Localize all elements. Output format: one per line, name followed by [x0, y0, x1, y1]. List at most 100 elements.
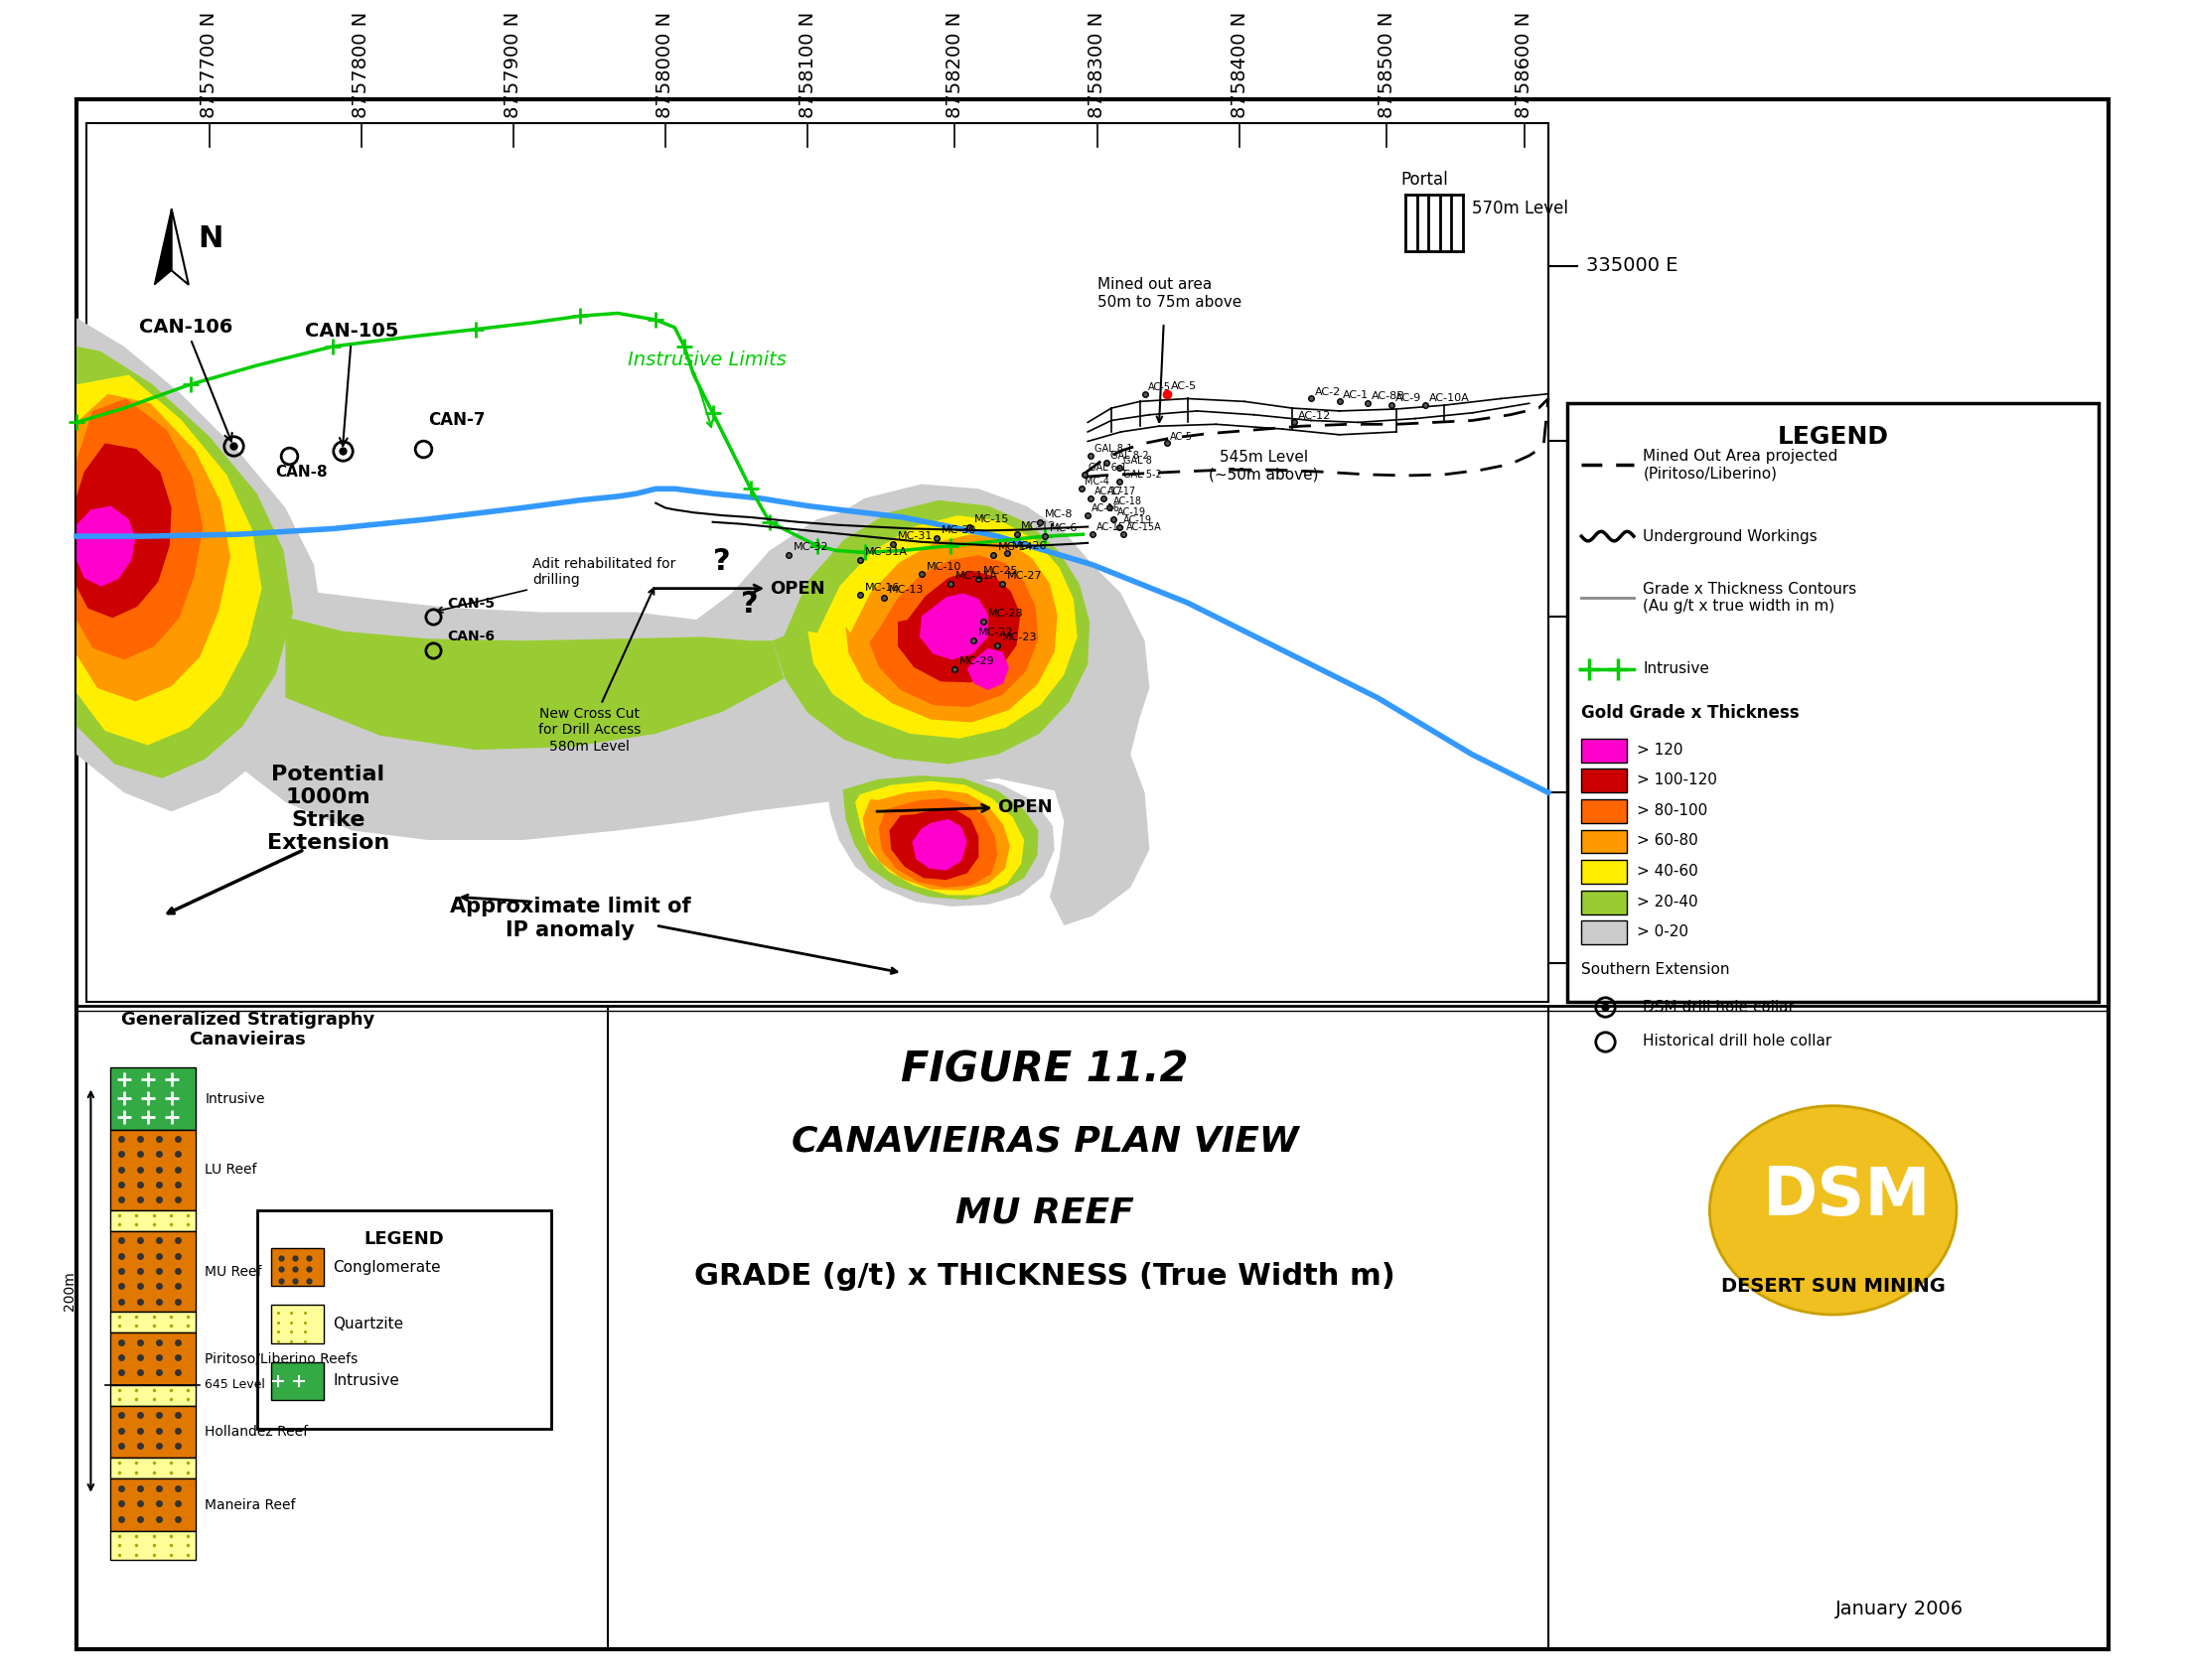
Text: AC-12: AC-12 — [1298, 410, 1331, 420]
Text: CAN-6: CAN-6 — [448, 630, 494, 643]
Text: AC-16: AC-16 — [1092, 504, 1121, 514]
Polygon shape — [76, 444, 170, 618]
Text: N: N — [199, 225, 223, 254]
Text: AC-19: AC-19 — [1123, 516, 1151, 524]
Bar — [1582, 739, 1628, 763]
Polygon shape — [968, 648, 1009, 690]
Text: Portal: Portal — [1401, 171, 1449, 190]
Text: MC-29: MC-29 — [959, 657, 994, 667]
Bar — [109, 1332, 194, 1384]
Text: CAN-5: CAN-5 — [448, 596, 494, 610]
Polygon shape — [238, 588, 752, 793]
Text: MU Reef: MU Reef — [205, 1265, 262, 1278]
Text: MC-6: MC-6 — [1049, 524, 1077, 534]
Text: Maneira Reef: Maneira Reef — [205, 1499, 295, 1512]
Text: AC-18: AC-18 — [1114, 496, 1143, 506]
Text: > 0-20: > 0-20 — [1637, 924, 1689, 939]
Text: 545m Level
(~50m above): 545m Level (~50m above) — [1208, 450, 1318, 482]
Bar — [1582, 830, 1628, 853]
Text: Conglomerate: Conglomerate — [332, 1260, 441, 1275]
Text: 8757900 N: 8757900 N — [505, 12, 522, 119]
Text: GRADE (g/t) x THICKNESS (True Width m): GRADE (g/t) x THICKNESS (True Width m) — [695, 1262, 1396, 1292]
Text: 8758000 N: 8758000 N — [656, 12, 675, 119]
Text: MC-22: MC-22 — [979, 628, 1014, 638]
Text: MC-30: MC-30 — [942, 526, 977, 536]
Polygon shape — [76, 318, 323, 811]
Text: LEGEND: LEGEND — [1776, 425, 1888, 449]
Text: MU REEF: MU REEF — [955, 1196, 1134, 1230]
Bar — [109, 1129, 194, 1210]
Text: AC-5: AC-5 — [1149, 381, 1171, 391]
Text: MC-8: MC-8 — [1044, 509, 1073, 519]
Polygon shape — [898, 571, 1020, 682]
Text: MC-12: MC-12 — [1020, 522, 1058, 531]
Text: AC-9: AC-9 — [1396, 393, 1422, 403]
Text: LU Reef: LU Reef — [205, 1163, 258, 1176]
Text: New Cross Cut
for Drill Access
580m Level: New Cross Cut for Drill Access 580m Leve… — [538, 588, 653, 753]
Text: GAL 8-2: GAL 8-2 — [1110, 450, 1149, 460]
Polygon shape — [76, 506, 135, 586]
Bar — [109, 1384, 194, 1406]
Text: MC-15: MC-15 — [975, 514, 1009, 524]
Text: Instrusive Limits: Instrusive Limits — [627, 351, 787, 370]
Text: 335100 E: 335100 E — [1586, 432, 1678, 450]
Text: Intrusive: Intrusive — [332, 1374, 400, 1389]
Bar — [109, 1406, 194, 1458]
Text: FIGURE 11.2: FIGURE 11.2 — [900, 1048, 1189, 1090]
Bar — [1582, 921, 1628, 944]
Text: > 60-80: > 60-80 — [1637, 833, 1698, 848]
Bar — [258, 1210, 551, 1428]
Text: 8758200 N: 8758200 N — [946, 12, 964, 119]
Ellipse shape — [1709, 1105, 1956, 1315]
Bar — [109, 1210, 194, 1231]
Bar — [1567, 403, 2100, 1001]
Text: MC-4: MC-4 — [1086, 477, 1110, 487]
Text: 645 Level: 645 Level — [205, 1378, 264, 1391]
Text: ?: ? — [741, 590, 758, 618]
Text: Intrusive: Intrusive — [1643, 662, 1709, 677]
Polygon shape — [920, 593, 988, 660]
Text: MC-10: MC-10 — [926, 561, 961, 571]
Text: Approximate limit of
IP anomaly: Approximate limit of IP anomaly — [450, 897, 690, 939]
Text: CAN-8: CAN-8 — [275, 465, 328, 479]
Bar — [109, 1458, 194, 1478]
Text: MC-23: MC-23 — [1003, 633, 1038, 643]
Text: Grade x Thickness Contours
(Au g/t x true width in m): Grade x Thickness Contours (Au g/t x tru… — [1643, 581, 1857, 615]
Text: 335200 E: 335200 E — [1586, 608, 1678, 627]
Polygon shape — [854, 781, 1025, 895]
Text: > 40-60: > 40-60 — [1637, 864, 1698, 879]
Polygon shape — [889, 810, 979, 880]
Text: DSM: DSM — [1763, 1163, 1932, 1228]
Polygon shape — [870, 556, 1038, 707]
Text: MC-13: MC-13 — [889, 585, 924, 595]
Text: Gold Grade x Thickness: Gold Grade x Thickness — [1582, 704, 1800, 721]
Text: GAL 5-2: GAL 5-2 — [1123, 469, 1162, 479]
Polygon shape — [170, 208, 188, 284]
Polygon shape — [843, 776, 1038, 900]
Text: 8758300 N: 8758300 N — [1088, 12, 1106, 119]
Text: MC-31A: MC-31A — [865, 548, 907, 558]
Polygon shape — [745, 484, 1117, 785]
Text: Adit rehabilitated for
drilling: Adit rehabilitated for drilling — [437, 556, 675, 613]
Text: January 2006: January 2006 — [1835, 1599, 1964, 1618]
Text: AC-1: AC-1 — [1344, 390, 1370, 400]
Text: MC-32: MC-32 — [793, 543, 828, 553]
Polygon shape — [76, 346, 293, 778]
Polygon shape — [76, 393, 229, 702]
Polygon shape — [911, 820, 968, 870]
Polygon shape — [826, 771, 1055, 907]
Text: DESERT SUN MINING: DESERT SUN MINING — [1722, 1277, 1945, 1295]
Text: MC-25: MC-25 — [983, 566, 1018, 576]
Text: Piritoso/Liberino Reefs: Piritoso/Liberino Reefs — [205, 1352, 358, 1366]
Text: > 100-120: > 100-120 — [1637, 773, 1717, 788]
Text: 8757700 N: 8757700 N — [201, 12, 219, 119]
Text: 570m Level: 570m Level — [1473, 200, 1569, 217]
Text: Mined Out Area projected
(Piritoso/Liberino): Mined Out Area projected (Piritoso/Liber… — [1643, 449, 1838, 480]
Bar — [109, 1478, 194, 1530]
Text: AC-15A: AC-15A — [1127, 522, 1162, 533]
Bar — [1582, 800, 1628, 823]
Text: 8758600 N: 8758600 N — [1514, 12, 1534, 119]
Text: Intrusive: Intrusive — [205, 1092, 264, 1105]
Text: 335300 E: 335300 E — [1586, 783, 1678, 801]
Text: CAN-105: CAN-105 — [306, 323, 398, 445]
